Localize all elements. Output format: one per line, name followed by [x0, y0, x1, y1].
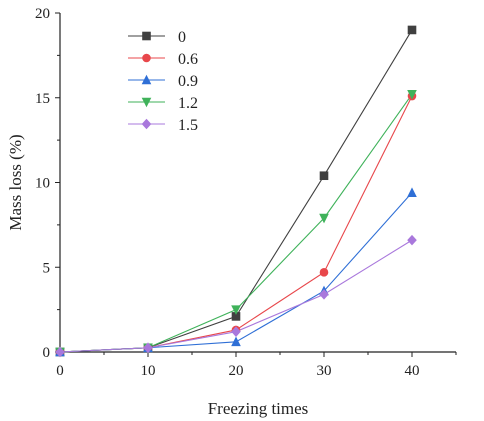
- x-tick-label: 0: [56, 363, 64, 379]
- data-point-series-2: [407, 187, 417, 197]
- data-point-series-2: [231, 336, 241, 347]
- y-axis-label: Mass loss (%): [6, 134, 25, 230]
- data-point-series-3: [319, 213, 329, 224]
- data-point-series-0: [231, 312, 241, 321]
- plot-area: 0 10 20 30 40 0 5 10 15 20: [35, 6, 457, 379]
- data-point-series-3: [231, 305, 241, 315]
- legend-label: 0.9: [178, 73, 198, 90]
- legend: 0 0.6 0.9 1.2 1.5: [128, 29, 198, 134]
- x-tick-label: 30: [317, 363, 332, 379]
- data-point-series-3: [407, 90, 417, 100]
- y-tick-label: 0: [43, 345, 51, 361]
- data-point-series-0: [319, 171, 329, 181]
- legend-label: 0.6: [178, 51, 198, 68]
- series-markers: [55, 25, 417, 358]
- series-lines: [59, 29, 413, 353]
- legend-marker: [142, 31, 151, 41]
- data-point-series-4: [143, 342, 153, 354]
- data-point-series-4: [55, 346, 65, 358]
- legend-marker: [142, 53, 151, 63]
- legend-label: 0: [178, 29, 186, 46]
- legend-marker: [141, 118, 152, 130]
- y-tick-label: 20: [35, 6, 50, 22]
- legend-label: 1.5: [178, 117, 198, 134]
- y-tick-label: 15: [35, 91, 50, 107]
- x-tick-label: 40: [405, 363, 420, 379]
- legend-label: 1.2: [178, 95, 198, 112]
- x-tick-label: 10: [141, 363, 156, 379]
- legend-marker: [141, 97, 152, 108]
- y-tick-label: 10: [35, 176, 50, 192]
- y-tick-label: 5: [43, 260, 51, 276]
- series-line-0: [59, 29, 413, 353]
- data-point-series-4: [319, 289, 329, 300]
- x-axis-label: Freezing times: [208, 399, 309, 418]
- data-point-series-0: [407, 25, 417, 35]
- data-point-series-4: [231, 326, 241, 337]
- x-tick-label: 20: [229, 363, 244, 379]
- data-point-series-4: [407, 234, 417, 246]
- legend-marker: [141, 74, 152, 85]
- data-point-series-1: [319, 268, 329, 277]
